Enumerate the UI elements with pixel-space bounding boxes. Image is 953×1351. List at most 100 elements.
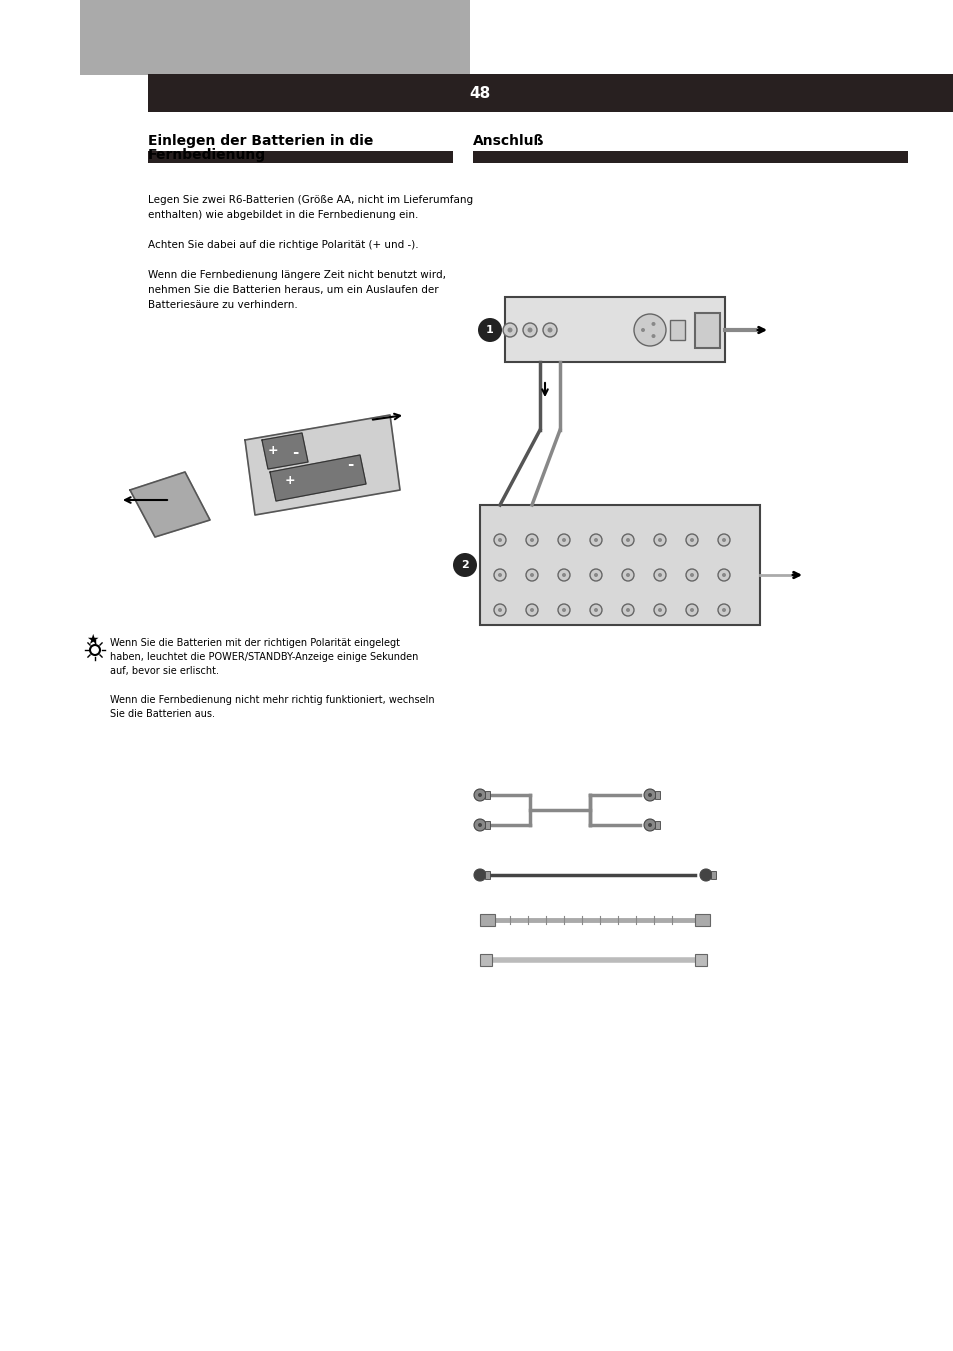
Text: Wenn die Fernbedienung nicht mehr richtig funktioniert, wechseln: Wenn die Fernbedienung nicht mehr richti… <box>110 694 435 705</box>
Circle shape <box>477 823 481 827</box>
Text: Wenn Sie die Batterien mit der richtigen Polarität eingelegt: Wenn Sie die Batterien mit der richtigen… <box>110 638 399 648</box>
Circle shape <box>658 608 661 612</box>
Circle shape <box>530 608 534 612</box>
Circle shape <box>525 569 537 581</box>
Circle shape <box>594 608 598 612</box>
Circle shape <box>658 573 661 577</box>
Circle shape <box>477 873 481 877</box>
Circle shape <box>530 538 534 542</box>
Circle shape <box>494 569 505 581</box>
Text: 2: 2 <box>460 561 468 570</box>
Circle shape <box>703 873 707 877</box>
Circle shape <box>625 573 629 577</box>
Circle shape <box>474 869 485 881</box>
Circle shape <box>594 573 598 577</box>
Bar <box>479 505 760 626</box>
Circle shape <box>527 327 532 332</box>
Bar <box>479 954 492 966</box>
Text: -: - <box>292 446 298 461</box>
Circle shape <box>718 569 729 581</box>
Circle shape <box>525 604 537 616</box>
Circle shape <box>542 323 557 336</box>
Bar <box>655 821 659 830</box>
Text: auf, bevor sie erlischt.: auf, bevor sie erlischt. <box>110 666 219 676</box>
Polygon shape <box>262 434 308 469</box>
Bar <box>695 954 706 966</box>
Bar <box>504 297 724 362</box>
Bar <box>0 0 470 76</box>
Polygon shape <box>270 455 366 501</box>
Circle shape <box>651 334 655 338</box>
Bar <box>695 915 709 925</box>
Circle shape <box>558 569 569 581</box>
Circle shape <box>647 823 651 827</box>
Circle shape <box>700 869 711 881</box>
Circle shape <box>530 573 534 577</box>
Circle shape <box>589 604 601 616</box>
Text: Batteriesäure zu verhindern.: Batteriesäure zu verhindern. <box>148 300 297 309</box>
Circle shape <box>621 569 634 581</box>
Circle shape <box>477 317 501 342</box>
Circle shape <box>561 608 565 612</box>
Circle shape <box>685 604 698 616</box>
Text: Wenn die Fernbedienung längere Zeit nicht benutzt wird,: Wenn die Fernbedienung längere Zeit nich… <box>148 270 446 280</box>
Circle shape <box>625 608 629 612</box>
Text: Einlegen der Batterien in die: Einlegen der Batterien in die <box>148 134 373 149</box>
Circle shape <box>721 573 725 577</box>
Circle shape <box>643 789 656 801</box>
Circle shape <box>718 604 729 616</box>
Text: -: - <box>347 458 353 473</box>
Bar <box>484 790 490 798</box>
Circle shape <box>474 789 485 801</box>
Text: Fernbedienung: Fernbedienung <box>148 149 266 162</box>
Circle shape <box>589 534 601 546</box>
Polygon shape <box>130 471 210 536</box>
Circle shape <box>643 819 656 831</box>
Circle shape <box>654 569 665 581</box>
Circle shape <box>494 604 505 616</box>
Text: +: + <box>284 473 295 486</box>
Bar <box>0 0 148 76</box>
Bar <box>710 871 716 880</box>
Circle shape <box>497 573 501 577</box>
Bar <box>669 320 684 340</box>
Circle shape <box>689 538 693 542</box>
Bar <box>0 0 80 1351</box>
Circle shape <box>497 608 501 612</box>
Bar <box>484 871 490 880</box>
Circle shape <box>689 573 693 577</box>
Circle shape <box>621 604 634 616</box>
Circle shape <box>474 819 485 831</box>
Circle shape <box>558 604 569 616</box>
Circle shape <box>647 793 651 797</box>
Circle shape <box>658 538 661 542</box>
Circle shape <box>640 328 644 332</box>
Text: enthalten) wie abgebildet in die Fernbedienung ein.: enthalten) wie abgebildet in die Fernbed… <box>148 209 418 220</box>
Circle shape <box>477 793 481 797</box>
Circle shape <box>689 608 693 612</box>
Text: Sie die Batterien aus.: Sie die Batterien aus. <box>110 709 214 719</box>
Circle shape <box>547 327 552 332</box>
Circle shape <box>497 538 501 542</box>
Circle shape <box>561 538 565 542</box>
Circle shape <box>594 538 598 542</box>
Text: 1: 1 <box>486 326 494 335</box>
Circle shape <box>502 323 517 336</box>
Circle shape <box>654 534 665 546</box>
Circle shape <box>654 604 665 616</box>
Circle shape <box>718 534 729 546</box>
Text: Anschluß: Anschluß <box>473 134 544 149</box>
Circle shape <box>494 534 505 546</box>
Circle shape <box>685 534 698 546</box>
Circle shape <box>522 323 537 336</box>
Bar <box>473 151 907 163</box>
Circle shape <box>561 573 565 577</box>
Bar <box>479 915 495 925</box>
Text: +: + <box>268 443 278 457</box>
Circle shape <box>507 327 512 332</box>
Circle shape <box>685 569 698 581</box>
Text: haben, leuchtet die POWER/STANDBY-Anzeige einige Sekunden: haben, leuchtet die POWER/STANDBY-Anzeig… <box>110 653 418 662</box>
Circle shape <box>558 534 569 546</box>
Circle shape <box>453 553 476 577</box>
Polygon shape <box>245 415 399 515</box>
